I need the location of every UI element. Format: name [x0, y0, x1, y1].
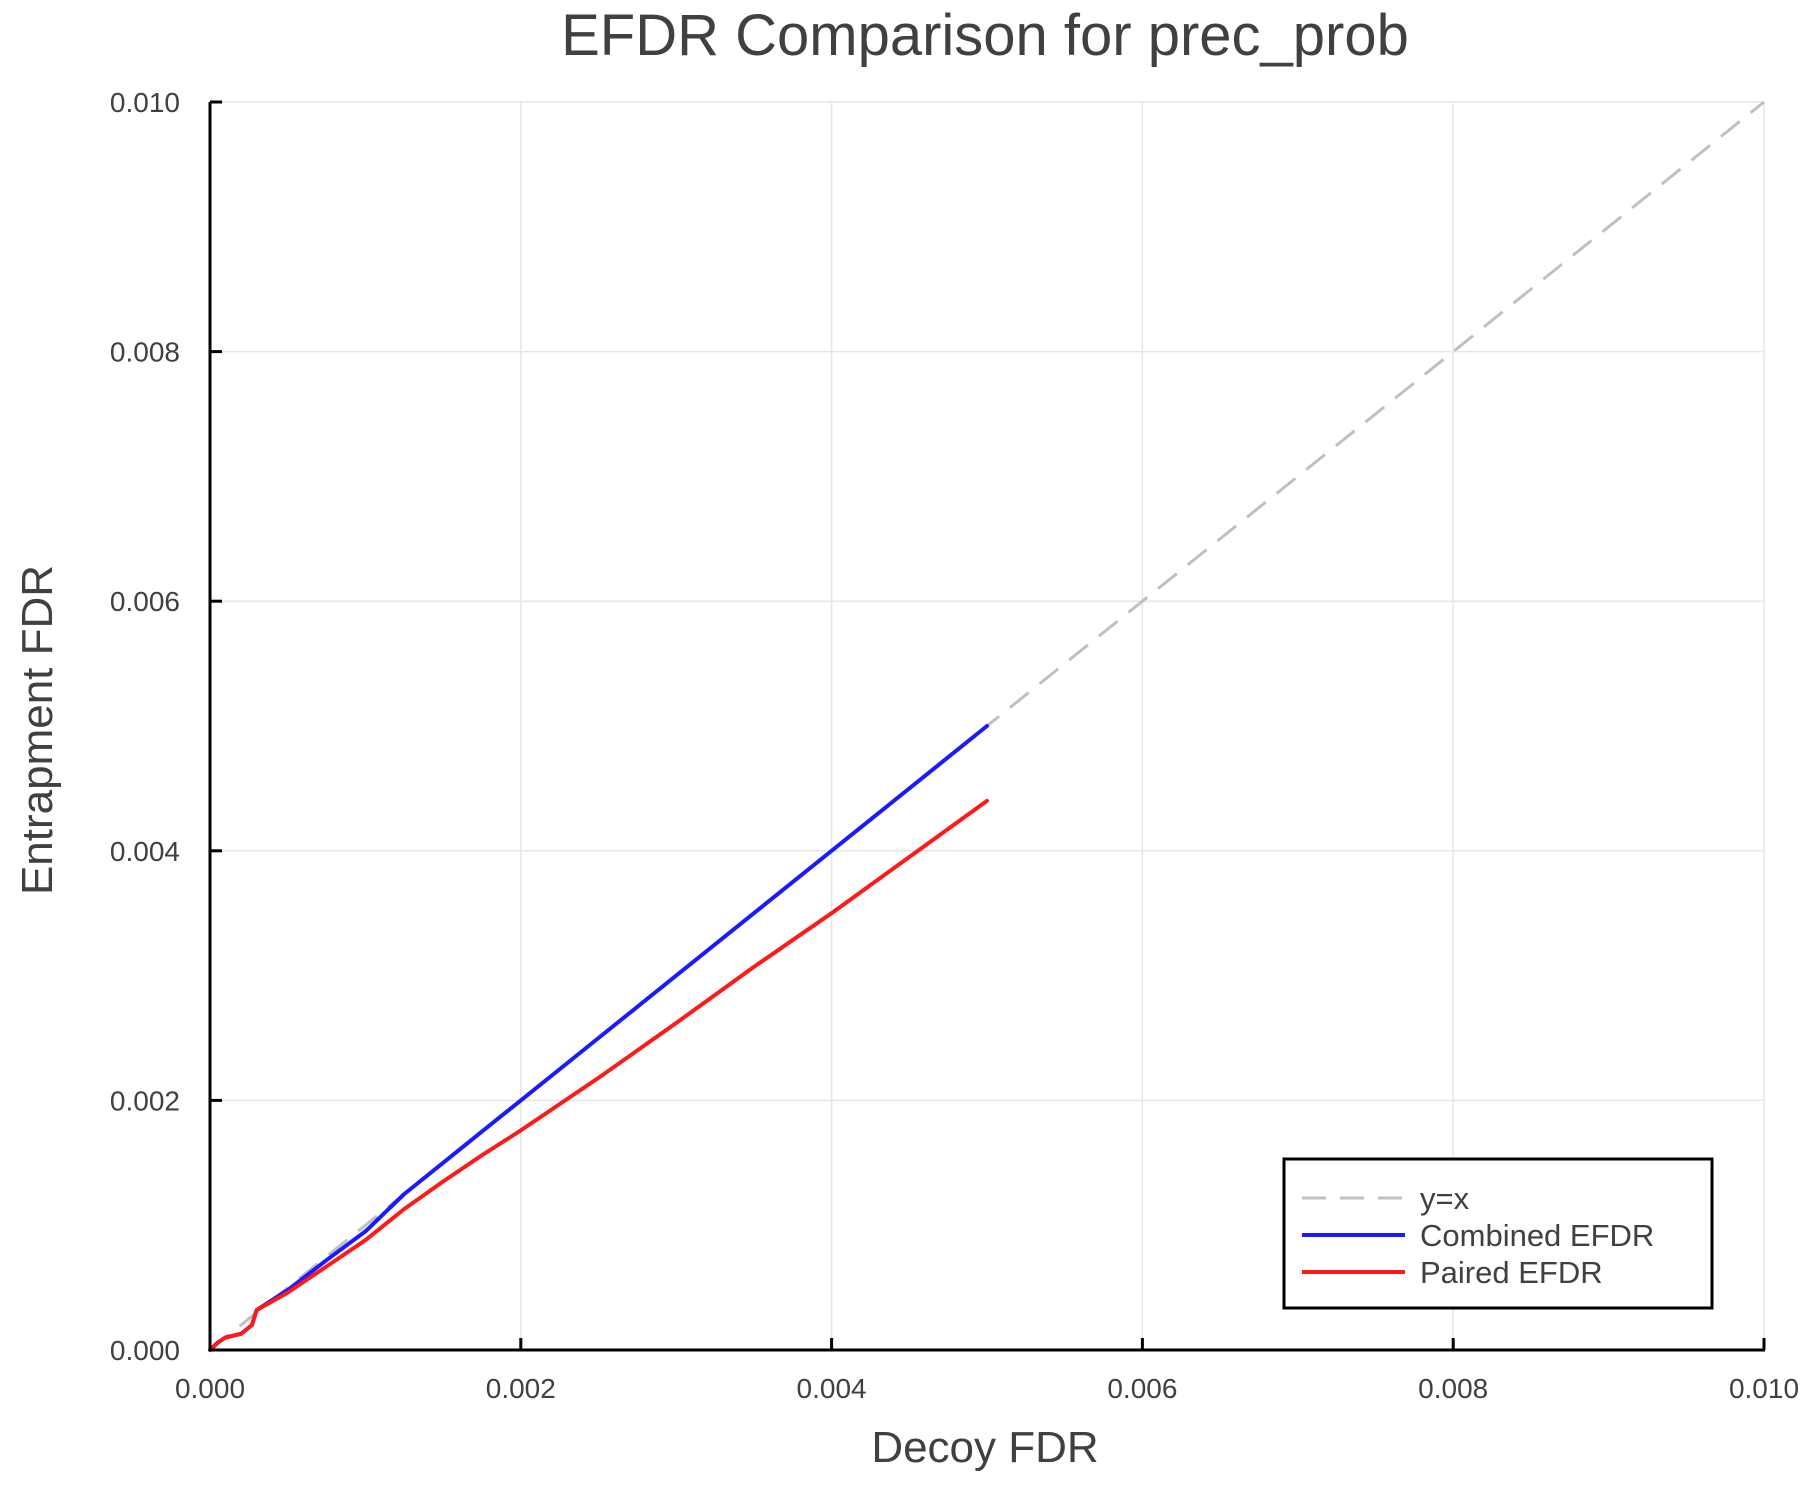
paired-efdr-line — [208, 798, 989, 1352]
plot-series — [208, 100, 1765, 1352]
y-tick-label: 0.006 — [110, 586, 180, 617]
legend-label: Combined EFDR — [1420, 1218, 1654, 1253]
x-tick-label: 0.008 — [1418, 1373, 1488, 1404]
x-tick-label: 0.000 — [175, 1373, 245, 1404]
legend-label: y=x — [1420, 1181, 1470, 1216]
x-tick-label: 0.010 — [1729, 1373, 1799, 1404]
y-tick-label: 0.000 — [110, 1335, 180, 1366]
y-tick-label: 0.008 — [110, 337, 180, 368]
chart-title: EFDR Comparison for prec_prob — [561, 3, 1409, 68]
y-tick-label: 0.002 — [110, 1085, 180, 1116]
legend-label: Paired EFDR — [1420, 1255, 1603, 1290]
x-tick-label: 0.004 — [797, 1373, 867, 1404]
x-tick-label: 0.002 — [486, 1373, 556, 1404]
combined-efdr-line — [208, 724, 989, 1352]
y-tick-label: 0.004 — [110, 836, 180, 867]
axes — [208, 102, 1765, 1352]
y-axis-label: Entrapment FDR — [13, 565, 62, 895]
x-tick-label: 0.006 — [1107, 1373, 1177, 1404]
grid-lines — [210, 101, 1765, 1350]
y-ticks: 0.000 0.002 0.004 0.006 0.008 0.010 — [110, 87, 222, 1366]
x-axis-label: Decoy FDR — [871, 1423, 1098, 1472]
y-tick-label: 0.010 — [110, 87, 180, 118]
x-ticks: 0.000 0.002 0.004 0.006 0.008 0.010 — [175, 1338, 1799, 1404]
